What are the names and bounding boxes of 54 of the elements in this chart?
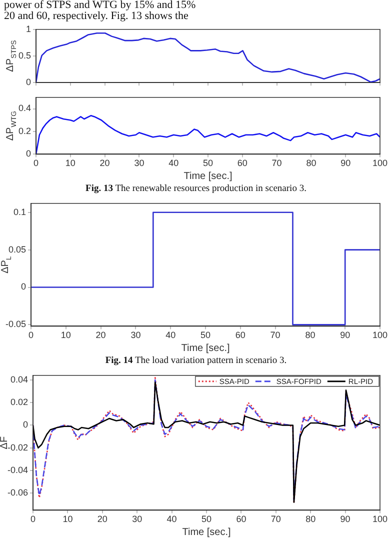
y-tick-label: 0 — [20, 282, 26, 292]
x-tick-label: 10 — [65, 158, 76, 168]
y-tick-label: 0.2 — [18, 126, 31, 136]
x-tick-label: 80 — [306, 158, 316, 168]
x-tick-label: 30 — [132, 514, 142, 524]
x-tick-label: 80 — [306, 514, 316, 524]
y-tick-label: -0.06 — [7, 488, 28, 498]
caption: Fig. 13 The renewable resources production in scenario 3. — [84, 183, 308, 196]
x-tick-label: 30 — [134, 158, 144, 168]
x-tick-label: 80 — [305, 330, 316, 340]
x-tick-label: 20 — [97, 514, 108, 524]
y-tick-label: 0.04 — [10, 374, 28, 384]
x-tick-label: 90 — [340, 330, 350, 340]
x-tick-label: 90 — [340, 514, 350, 524]
x-tick-label: 100 — [372, 330, 388, 340]
y-tick-label: 0.1 — [13, 206, 26, 217]
y-tick-label: 0 — [26, 77, 31, 88]
y-tick-label: -0.04 — [7, 465, 28, 476]
x-tick-label: 10 — [62, 514, 73, 524]
text: 20 and 60, respectively. Fig. 13 shows the — [3, 10, 190, 22]
x-axis-title: Time [sec.] — [184, 170, 232, 182]
caption: Fig. 14 The load variation pattern in scenario 3. — [104, 355, 288, 368]
y-tick-label: 0.4 — [18, 103, 31, 114]
y-tick-label: 0.5 — [18, 50, 31, 60]
x-tick-label: 40 — [168, 158, 179, 168]
x-tick-label: 20 — [100, 158, 110, 168]
y-tick-label: 1 — [26, 24, 31, 34]
y-tick-label: -0.05 — [5, 319, 26, 330]
x-tick-label: 60 — [237, 158, 248, 168]
x-tick-label: 90 — [340, 158, 351, 168]
y-tick-label: 0.05 — [8, 244, 26, 254]
x-tick-label: 70 — [270, 330, 280, 340]
text: power of STPS and WTG by 15% and 15% — [3, 0, 197, 11]
x-axis-title: Time [sec.] — [181, 342, 230, 354]
x-tick-label: 10 — [60, 330, 71, 340]
y-tick-label: -0.02 — [7, 442, 28, 452]
y-tick-label: 0 — [22, 420, 28, 430]
x-tick-label: 100 — [372, 514, 388, 524]
x-tick-label: 70 — [272, 158, 282, 168]
x-tick-label: 100 — [372, 158, 388, 168]
x-tick-label: 50 — [201, 514, 212, 524]
x-tick-label: 30 — [130, 330, 141, 340]
x-tick-label: 70 — [270, 514, 281, 524]
x-tick-label: 20 — [96, 330, 106, 340]
x-tick-label: 60 — [235, 330, 246, 340]
x-tick-label: 50 — [202, 158, 214, 168]
x-axis-title: Time [sec.] — [182, 526, 231, 538]
x-tick-label: 0 — [33, 158, 39, 168]
x-tick-label: 50 — [200, 330, 211, 340]
x-tick-label: 40 — [166, 330, 176, 340]
y-tick-label: 0.02 — [10, 397, 28, 408]
x-tick-label: 40 — [166, 514, 177, 524]
y-tick-label: 0 — [26, 148, 31, 159]
x-tick-label: 60 — [236, 514, 246, 524]
